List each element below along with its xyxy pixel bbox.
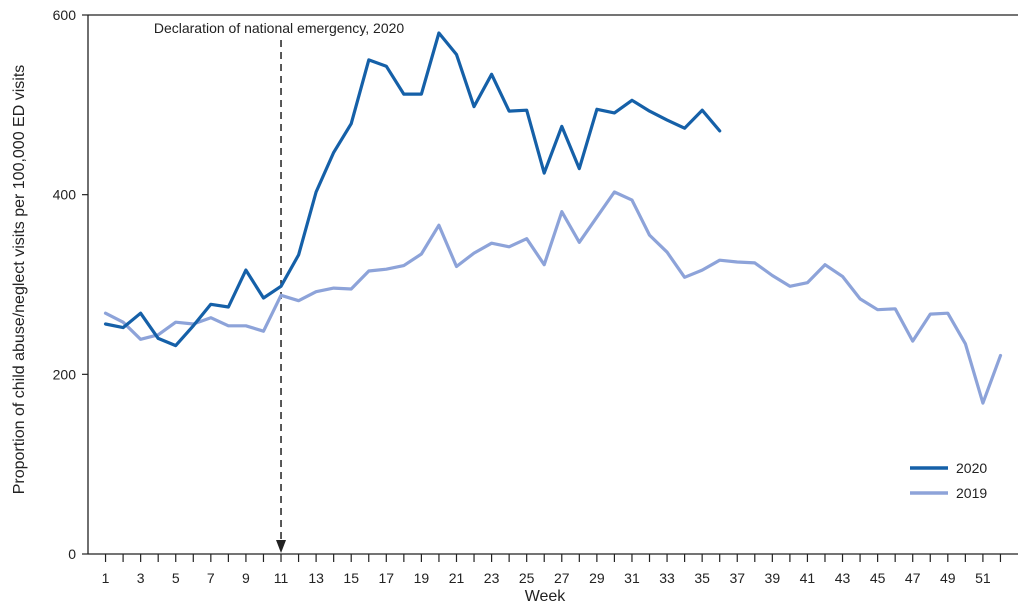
series-line-2020 bbox=[103, 31, 722, 348]
y-tick-label: 600 bbox=[53, 7, 77, 23]
y-tick-label: 400 bbox=[53, 187, 77, 203]
x-tick-label: 9 bbox=[242, 570, 250, 586]
x-tick-label: 41 bbox=[800, 570, 816, 586]
x-tick-label: 3 bbox=[137, 570, 145, 586]
series bbox=[103, 31, 1003, 405]
x-tick-label: 23 bbox=[484, 570, 500, 586]
axes bbox=[87, 14, 1018, 555]
x-tick-label: 21 bbox=[449, 570, 465, 586]
x-tick-label: 43 bbox=[835, 570, 851, 586]
x-tick-label: 39 bbox=[765, 570, 781, 586]
legend-label-2020: 2020 bbox=[956, 460, 987, 476]
x-ticks: 1 3 5 7 9 11 13 15 17 19 21 23 25 27 29 31 33 35 37 39 41 43 4… bbox=[102, 554, 1002, 586]
y-axis-title: Proportion of child abuse/neglect visits… bbox=[11, 65, 28, 495]
annotation: Declaration of national emergency, 2020 bbox=[154, 20, 405, 553]
x-tick-label: 49 bbox=[940, 570, 956, 586]
x-tick-label: 1 bbox=[102, 570, 110, 586]
legend-label-2019: 2019 bbox=[956, 485, 987, 501]
x-tick-label: 51 bbox=[975, 570, 991, 586]
x-tick-label: 17 bbox=[379, 570, 395, 586]
arrow-down-icon bbox=[276, 540, 287, 553]
x-tick-label: 15 bbox=[343, 570, 359, 586]
y-tick-label: 200 bbox=[53, 366, 77, 382]
x-tick-label: 5 bbox=[172, 570, 180, 586]
x-tick-label: 7 bbox=[207, 570, 215, 586]
x-tick-label: 25 bbox=[519, 570, 535, 586]
x-tick-label: 33 bbox=[659, 570, 675, 586]
x-tick-label: 47 bbox=[905, 570, 921, 586]
x-tick-label: 11 bbox=[274, 570, 289, 586]
x-tick-label: 29 bbox=[589, 570, 605, 586]
x-tick-label: 13 bbox=[308, 570, 324, 586]
x-tick-label: 37 bbox=[729, 570, 745, 586]
x-axis-title: Week bbox=[525, 588, 567, 603]
y-tick-label: 0 bbox=[68, 546, 76, 562]
x-tick-label: 19 bbox=[414, 570, 430, 586]
x-tick-label: 31 bbox=[624, 570, 640, 586]
y-ticks: 0 200 400 600 bbox=[53, 7, 88, 562]
x-tick-label: 45 bbox=[870, 570, 886, 586]
series-line-2019 bbox=[103, 190, 1003, 405]
legend: 2020 2019 bbox=[910, 460, 987, 501]
x-tick-label: 27 bbox=[554, 570, 570, 586]
annotation-label: Declaration of national emergency, 2020 bbox=[154, 20, 405, 36]
x-tick-label: 35 bbox=[694, 570, 710, 586]
